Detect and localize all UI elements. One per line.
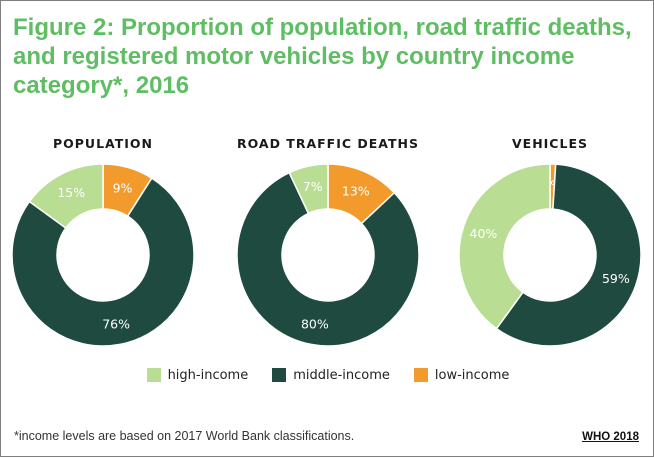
donut-slice-high-income [28, 163, 104, 230]
donut-title: VEHICLES [512, 136, 588, 151]
legend-swatch-low-income [413, 368, 428, 382]
legend-item-middle-income: middle-income [272, 368, 390, 383]
legend-item-high-income: high-income [146, 367, 249, 383]
donut-title: ROAD TRAFFIC DEATHS [237, 136, 419, 151]
slice-label-high-income: 40% [470, 226, 498, 241]
legend-swatch-middle-income [272, 368, 287, 382]
slice-label-middle-income: 80% [301, 316, 329, 331]
source-credit: WHO 2018 [582, 431, 639, 443]
donut-slice-middle-income [495, 163, 642, 347]
donut-chart-0: POPULATION 9% 76% 15% [11, 136, 195, 347]
legend-label-high-income: high-income [167, 367, 249, 383]
slice-label-high-income: 15% [57, 185, 85, 200]
donut-slice-high-income [458, 163, 551, 330]
slice-label-middle-income: 59% [602, 271, 630, 286]
legend-item-low-income: low-income [413, 367, 510, 383]
slice-label-low-income: 9% [113, 180, 133, 195]
donut-chart-1: ROAD TRAFFIC DEATHS 13% 80% 7% [236, 136, 420, 347]
donut-slice-middle-income [236, 171, 420, 347]
donut-title: POPULATION [53, 136, 153, 151]
slice-label-middle-income: 76% [102, 316, 130, 331]
legend-label-low-income: low-income [434, 367, 510, 383]
legend-swatch-high-income [146, 368, 161, 382]
slice-label-high-income: 7% [303, 179, 323, 194]
slice-label-low-income: 13% [342, 183, 370, 198]
figure-title: Figure 2: Proportion of population, road… [13, 14, 632, 99]
footnote: *income levels are based on 2017 World B… [14, 429, 355, 443]
legend: high-income middle-income low-income [1, 364, 654, 386]
donut-slice-middle-income [11, 177, 195, 347]
legend-label-middle-income: middle-income [293, 367, 390, 383]
donut-slice-high-income [288, 163, 329, 215]
